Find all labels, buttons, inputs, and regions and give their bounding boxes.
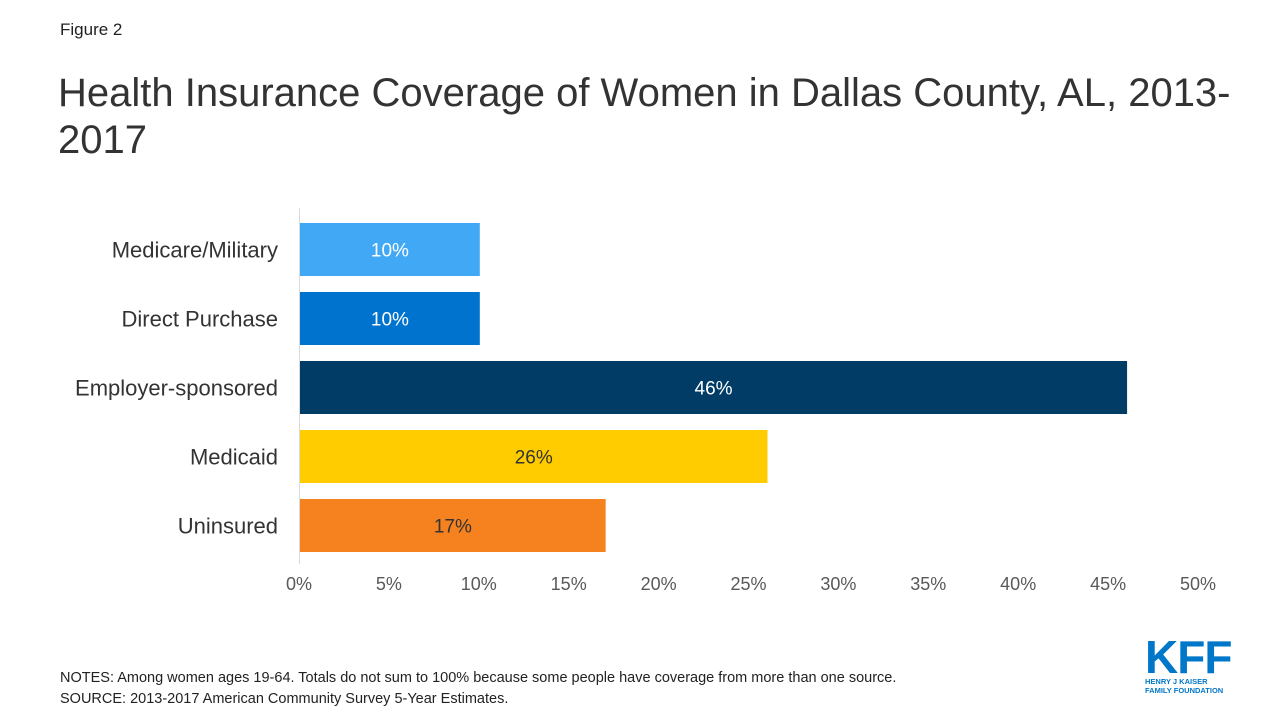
- x-tick-label-1: 5%: [376, 574, 402, 594]
- x-tick-label-2: 10%: [461, 574, 497, 594]
- x-tick-label-0: 0%: [286, 574, 312, 594]
- x-tick-label-3: 15%: [551, 574, 587, 594]
- figure-label: Figure 2: [60, 20, 123, 39]
- x-tick-label-6: 30%: [820, 574, 856, 594]
- category-label-4: Uninsured: [178, 514, 278, 539]
- x-tick-label-5: 25%: [730, 574, 766, 594]
- bar-data-label-0: 10%: [371, 241, 409, 262]
- logo-mark: KFF: [1145, 631, 1232, 683]
- logo-line-2: FAMILY FOUNDATION: [1145, 686, 1224, 695]
- logo-line-1: HENRY J KAISER: [1145, 677, 1208, 686]
- bar-data-label-3: 26%: [515, 448, 553, 469]
- category-label-1: Direct Purchase: [121, 307, 278, 332]
- footnotes: NOTES: Among women ages 19-64. Totals do…: [60, 668, 896, 710]
- bar-data-label-4: 17%: [434, 517, 472, 538]
- chart-title: Health Insurance Coverage of Women in Da…: [58, 71, 1231, 162]
- category-label-3: Medicaid: [190, 445, 278, 470]
- source-text: SOURCE: 2013-2017 American Community Sur…: [60, 691, 509, 707]
- x-tick-label-8: 40%: [1000, 574, 1036, 594]
- bar-0: [300, 223, 480, 276]
- bar-1: [300, 292, 480, 345]
- x-tick-label-9: 45%: [1090, 574, 1126, 594]
- bar-3: [300, 430, 768, 483]
- x-tick-label-7: 35%: [910, 574, 946, 594]
- bar-4: [300, 499, 606, 552]
- bar-data-label-1: 10%: [371, 310, 409, 331]
- x-tick-label-4: 20%: [641, 574, 677, 594]
- notes-text: NOTES: Among women ages 19-64. Totals do…: [60, 670, 897, 686]
- category-label-0: Medicare/Military: [112, 238, 278, 263]
- kff-logo: KFF HENRY J KAISER FAMILY FOUNDATION: [1145, 631, 1237, 695]
- category-label-2: Employer-sponsored: [75, 376, 278, 401]
- bar-2: [300, 361, 1128, 414]
- bar-data-label-2: 46%: [695, 379, 733, 400]
- x-tick-label-10: 50%: [1180, 574, 1216, 594]
